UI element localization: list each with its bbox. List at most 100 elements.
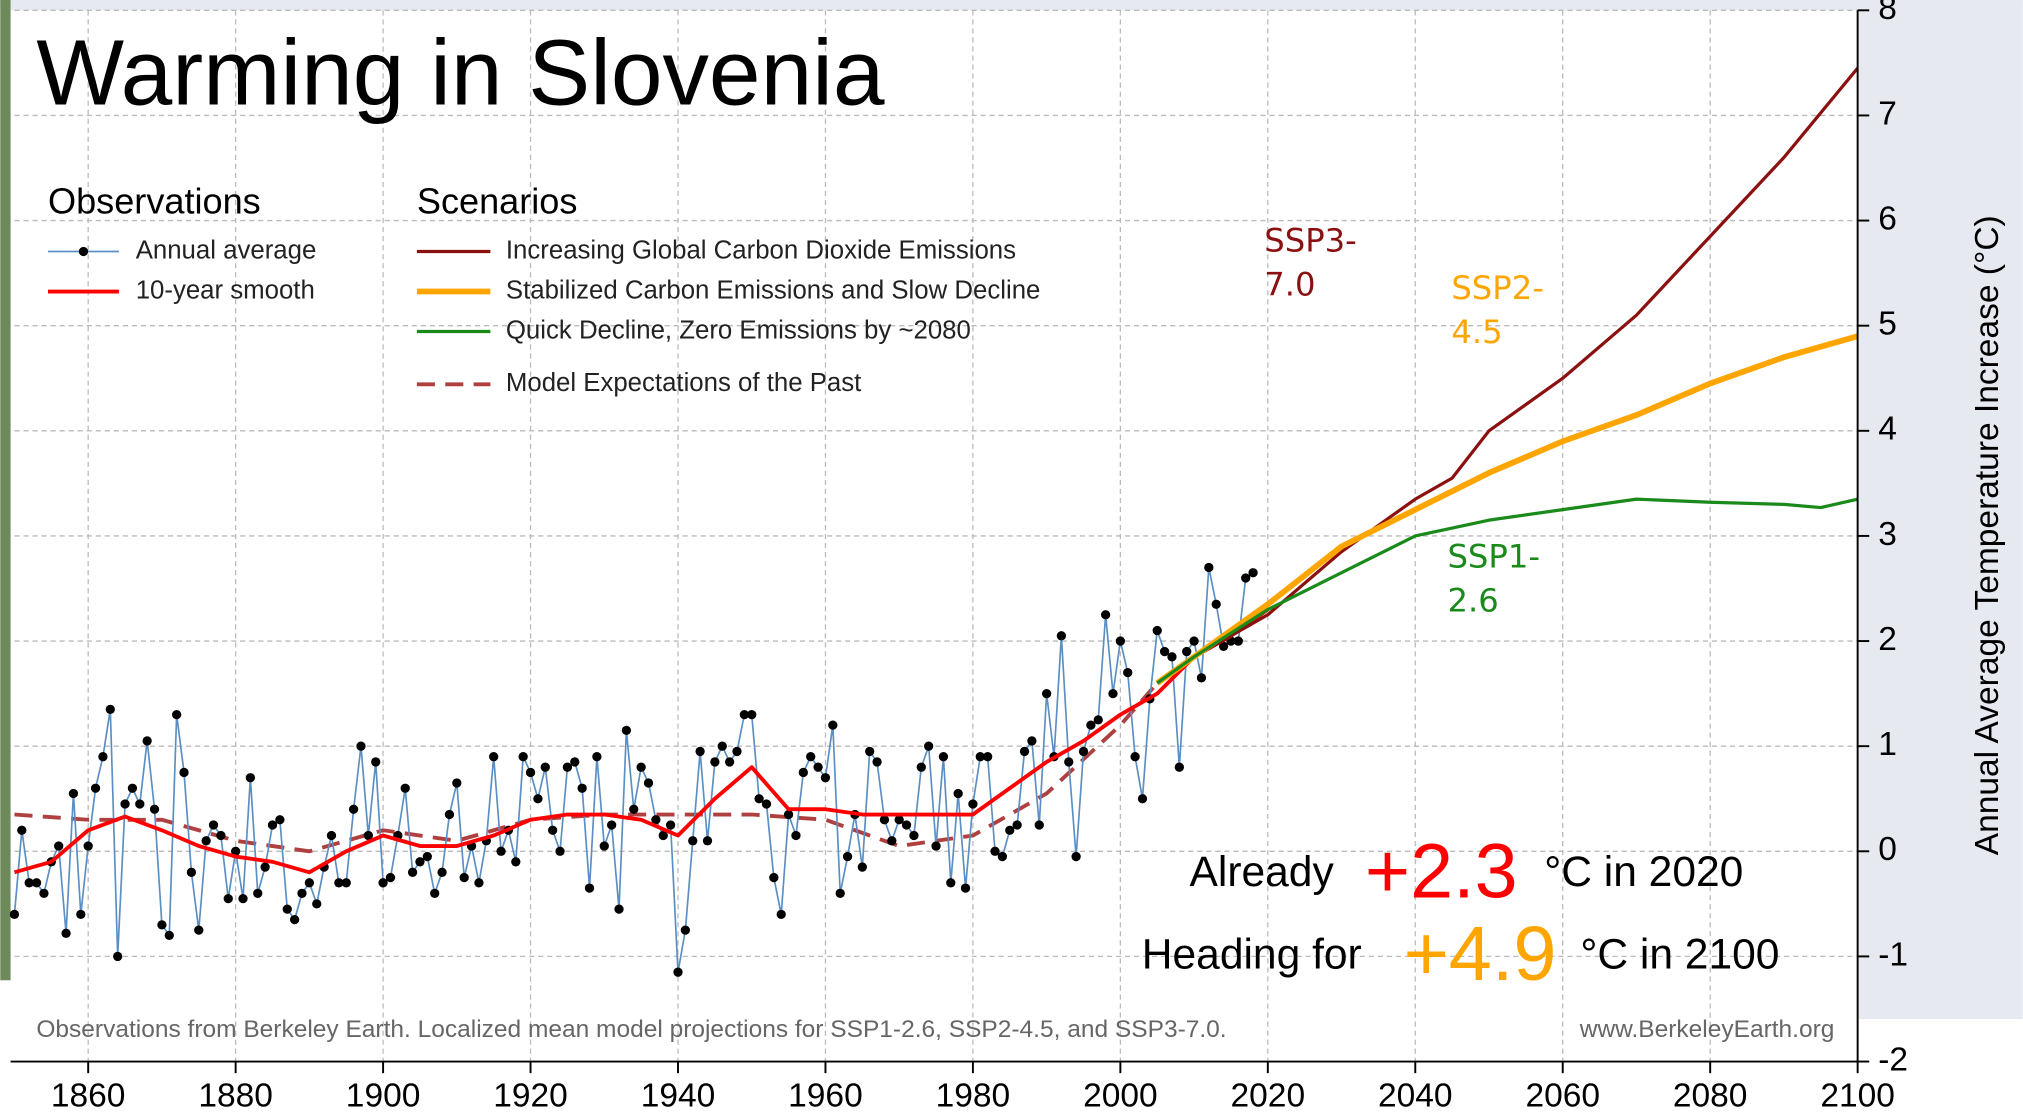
data-point: [614, 904, 624, 914]
data-point: [1123, 667, 1133, 678]
callout-text: Heading for: [1142, 930, 1362, 978]
data-point: [68, 788, 79, 799]
scenario-label: SSP1-: [1447, 538, 1540, 576]
y-tick-label: 5: [1878, 306, 1897, 343]
data-point: [798, 767, 808, 778]
y-tick-label: 6: [1878, 200, 1897, 237]
data-point: [1071, 851, 1081, 862]
y-tick-label: 1: [1878, 726, 1897, 763]
source: www.BerkeleyEarth.org: [1579, 1016, 1835, 1043]
data-point: [562, 762, 573, 772]
data-point: [813, 762, 823, 772]
data-point: [334, 878, 344, 888]
data-point: [636, 762, 646, 772]
data-point: [643, 778, 654, 788]
data-point: [1189, 636, 1199, 646]
data-point: [1211, 599, 1221, 609]
data-point: [275, 815, 285, 825]
plot: [9, 67, 1859, 977]
series-line: [13, 607, 1269, 875]
callouts: Already +2.3 °C in 2020 Heading for +4.9 °C i…: [1142, 829, 1780, 998]
data-point: [1167, 652, 1177, 662]
data-point: [629, 804, 639, 814]
x-tick-label: 2040: [1378, 1078, 1453, 1115]
y-tick-label: -1: [1878, 936, 1908, 973]
data-point: [665, 820, 676, 830]
data-point: [577, 783, 587, 793]
data-point: [702, 836, 713, 846]
data-point: [518, 752, 528, 762]
data-point: [282, 904, 292, 914]
data-point: [1012, 820, 1022, 830]
data-point: [754, 794, 764, 804]
y-axis-label: Annual Average Temperature Increase (°C): [1969, 215, 2006, 855]
data-point: [157, 920, 167, 930]
data-point: [179, 767, 189, 778]
data-point: [894, 815, 904, 825]
data-point: [1233, 636, 1243, 646]
data-point: [216, 830, 226, 841]
y-tick-label: 0: [1878, 831, 1897, 868]
data-point: [791, 830, 801, 841]
data-point: [135, 799, 145, 809]
data-point: [769, 872, 779, 883]
scenario-label: SSP2-: [1451, 269, 1544, 307]
data-point: [621, 725, 632, 736]
data-point: [1115, 636, 1126, 646]
data-point: [747, 709, 757, 720]
data-point: [474, 878, 484, 888]
data-point: [1204, 562, 1214, 573]
data-point: [901, 820, 912, 830]
y-tick-label: 7: [1878, 95, 1897, 132]
data-point: [223, 893, 233, 904]
data-point: [1100, 610, 1111, 620]
data-point: [658, 830, 668, 841]
annotations: SSP3- 7.0 SSP2- 4.5 SSP1- 2.6: [1264, 221, 1544, 619]
legend-label: Stabilized Carbon Emissions and Slow Dec…: [506, 276, 1041, 304]
data-point: [1041, 688, 1052, 699]
data-point: [17, 825, 27, 835]
data-point: [710, 757, 720, 767]
data-point: [673, 967, 683, 977]
data-point: [1130, 752, 1140, 762]
grid: [14, 9, 1859, 1063]
data-point: [548, 825, 558, 835]
data-point: [164, 930, 174, 941]
data-point: [149, 804, 160, 814]
data-point: [459, 872, 469, 883]
data-point: [496, 846, 506, 856]
data-point: [887, 836, 897, 846]
footer: Observations from Berkeley Earth. Locali…: [36, 1016, 1226, 1043]
data-point: [9, 909, 20, 920]
data-point: [1019, 746, 1030, 757]
legend-heading: Observations: [48, 180, 261, 221]
legend-label: 10-year smooth: [136, 276, 315, 304]
data-point: [1137, 794, 1148, 804]
data-point: [806, 752, 816, 762]
data-point: [39, 888, 49, 898]
y-tick-label: 3: [1878, 516, 1897, 553]
legend-label: Model Expectations of the Past: [506, 369, 861, 397]
data-point: [31, 878, 42, 888]
x-tick-label: 1880: [198, 1078, 273, 1115]
data-point: [400, 783, 410, 793]
data-point: [348, 804, 359, 814]
data-point: [924, 741, 934, 751]
data-point: [1182, 646, 1192, 657]
series-line: [1156, 67, 1859, 685]
data-point: [430, 888, 440, 898]
data-point: [142, 736, 152, 746]
data-point: [186, 867, 197, 877]
data-point: [783, 809, 794, 820]
x-tick-label: 2000: [1083, 1078, 1158, 1115]
callout-text: Already: [1189, 848, 1334, 896]
data-point: [739, 709, 749, 720]
data-point: [879, 815, 890, 825]
data-point: [1241, 573, 1251, 583]
data-point: [975, 752, 985, 762]
data-point: [968, 799, 978, 809]
x-tick-label: 2020: [1231, 1078, 1306, 1115]
callout-value: +4.9: [1404, 911, 1557, 997]
scenario-label: SSP3-: [1264, 221, 1357, 259]
